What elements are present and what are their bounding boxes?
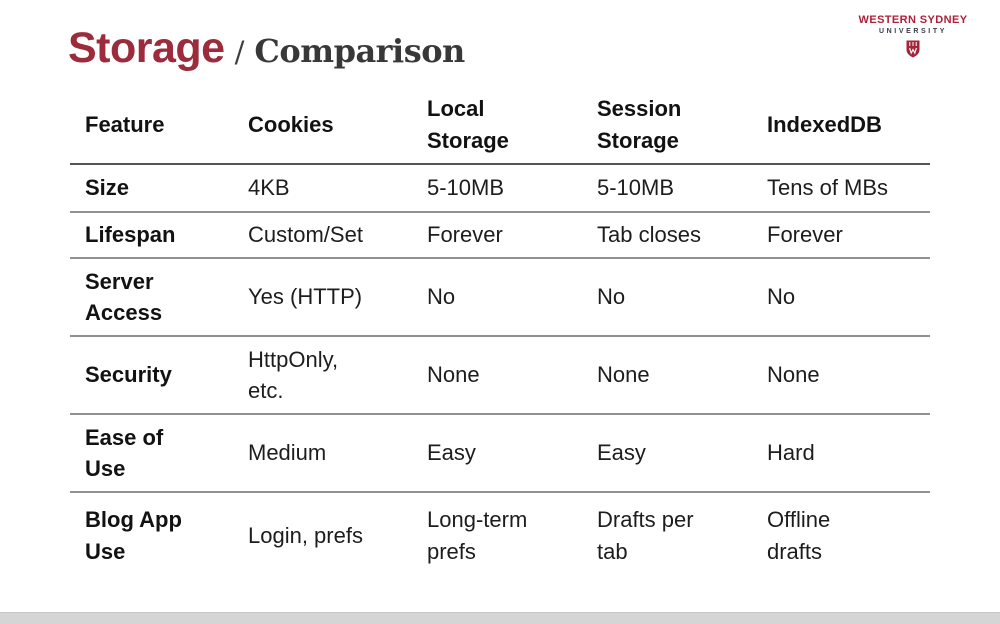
table-cell: Long-term prefs bbox=[427, 507, 528, 564]
university-logo: WESTERN SYDNEY UNIVERSITY bbox=[838, 14, 988, 58]
table-cell: None bbox=[412, 336, 582, 415]
table-cell: Forever bbox=[752, 212, 930, 259]
title-primary: Storage bbox=[68, 24, 225, 72]
column-header-cookies: Cookies bbox=[233, 86, 412, 165]
table-row-server-access: Server Access Yes (HTTP) No No No bbox=[70, 258, 930, 337]
table-cell: No bbox=[752, 258, 930, 337]
feature-label: Blog App Use bbox=[85, 507, 182, 564]
column-header-local-storage: Local Storage bbox=[412, 86, 582, 165]
column-header-indexeddb: IndexedDB bbox=[752, 86, 930, 165]
table-cell: Tens of MBs bbox=[752, 164, 930, 213]
table-cell: Tab closes bbox=[582, 212, 752, 259]
bottom-scroll-track bbox=[0, 612, 1000, 624]
table-cell: Easy bbox=[582, 414, 752, 493]
feature-label: Ease of Use bbox=[70, 414, 233, 493]
table-cell: Easy bbox=[412, 414, 582, 493]
logo-name-text: WESTERN SYDNEY bbox=[858, 14, 968, 26]
table-cell: Offline drafts bbox=[767, 507, 831, 564]
table-cell: Custom/Set bbox=[233, 212, 412, 259]
title-secondary: Comparison bbox=[254, 32, 465, 70]
table-row-ease-of-use: Ease of Use Medium Easy Easy Hard bbox=[70, 414, 930, 493]
table-cell: Hard bbox=[752, 414, 930, 493]
table-row-security: Security HttpOnly, etc. None None None bbox=[70, 336, 930, 415]
comparison-table: Feature Cookies Local Storage Session St… bbox=[70, 86, 930, 578]
feature-label: Lifespan bbox=[70, 212, 233, 259]
table-cell: Drafts per tab bbox=[597, 507, 694, 564]
table-cell: No bbox=[582, 258, 752, 337]
table-cell: Forever bbox=[412, 212, 582, 259]
column-header-session-storage: Session Storage bbox=[582, 86, 752, 165]
column-header-feature: Feature bbox=[70, 86, 233, 165]
logo-subtitle-text: UNIVERSITY bbox=[878, 27, 947, 35]
header-row: Feature Cookies Local Storage Session St… bbox=[70, 86, 930, 165]
table-cell: 4KB bbox=[233, 164, 412, 213]
wsu-shield-icon bbox=[838, 40, 988, 58]
feature-label: Server Access bbox=[70, 258, 233, 337]
table-cell: 5-10MB bbox=[582, 164, 752, 213]
feature-label: Security bbox=[70, 336, 233, 415]
table-cell: None bbox=[582, 336, 752, 415]
table-cell: HttpOnly, etc. bbox=[233, 336, 412, 415]
table-cell: No bbox=[412, 258, 582, 337]
table-cell: Login, prefs bbox=[248, 522, 363, 548]
feature-label: Size bbox=[70, 164, 233, 213]
table-row-lifespan: Lifespan Custom/Set Forever Tab closes F… bbox=[70, 212, 930, 259]
table-cell: Yes (HTTP) bbox=[233, 258, 412, 337]
page-title: Storage / Comparison bbox=[68, 24, 465, 73]
table-cell: None bbox=[752, 336, 930, 415]
table-cell: Medium bbox=[233, 414, 412, 493]
title-separator: / bbox=[234, 35, 245, 69]
table-cell: 5-10MB bbox=[412, 164, 582, 213]
table-row-size: Size 4KB 5-10MB 5-10MB Tens of MBs bbox=[70, 164, 930, 213]
table-row-blog-app-use: Blog App Use Login, prefs Long-term pref… bbox=[70, 492, 930, 578]
